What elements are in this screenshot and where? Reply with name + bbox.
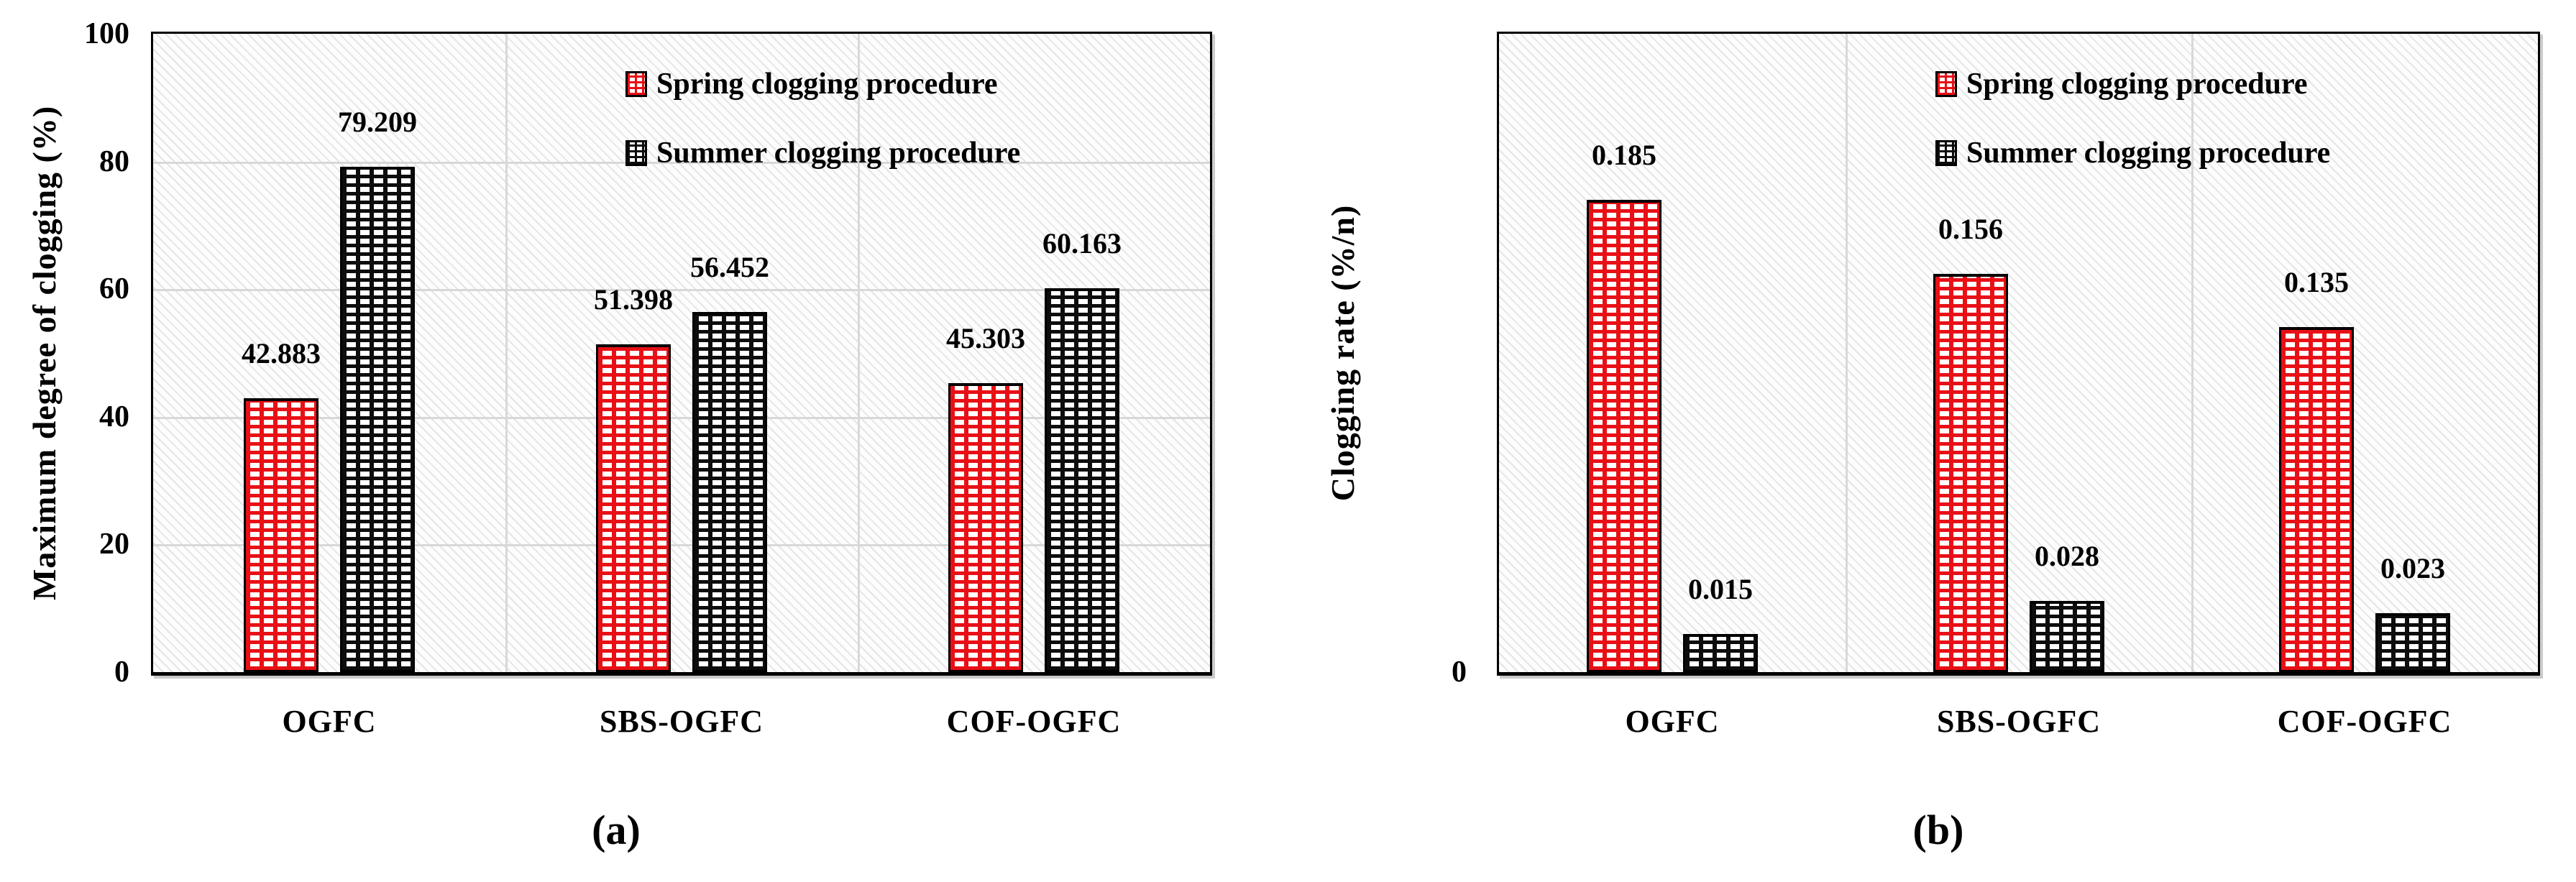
y-axis-title-b: Clogging rate (%/n) <box>1324 204 1361 502</box>
x-category-label: SBS-OGFC <box>599 704 764 739</box>
value-label-b-spring-COF-OGFC: 0.135 <box>2284 266 2349 298</box>
value-label-a-spring-SBS-OGFC: 51.398 <box>594 283 673 316</box>
y-tick-label: 100 <box>84 17 129 50</box>
x-category-label: OGFC <box>1625 704 1720 739</box>
value-label-b-summer-COF-OGFC: 0.023 <box>2380 552 2445 584</box>
value-label-a-spring-OGFC: 42.883 <box>242 337 321 369</box>
legend-item-spring-b: Spring clogging procedure <box>1935 67 2308 101</box>
value-label-b-summer-OGFC: 0.015 <box>1688 573 1753 605</box>
legend-swatch-summer <box>625 140 647 166</box>
value-label-b-summer-SBS-OGFC: 0.028 <box>2035 540 2099 572</box>
caption-a: (a) <box>592 807 641 853</box>
gridline-horizontal <box>153 162 1210 164</box>
bar-b-spring-OGFC <box>1587 200 1661 672</box>
x-category-label: OGFC <box>282 704 377 739</box>
y-tick-label: 40 <box>99 400 129 433</box>
gridline-vertical <box>2191 34 2194 672</box>
legend-swatch-spring <box>1935 71 1957 97</box>
legend-item-summer-b: Summer clogging procedure <box>1935 136 2330 170</box>
value-label-b-spring-OGFC: 0.185 <box>1592 139 1656 171</box>
caption-b: (b) <box>1912 807 1964 853</box>
legend-swatch-spring <box>625 71 647 97</box>
gridline-vertical <box>505 34 508 672</box>
bar-a-summer-SBS-OGFC <box>692 312 767 672</box>
bar-a-spring-SBS-OGFC <box>596 344 671 672</box>
bar-b-summer-COF-OGFC <box>2375 613 2450 672</box>
x-category-label: COF-OGFC <box>946 704 1122 739</box>
bar-a-spring-OGFC <box>244 398 318 672</box>
gridline-vertical <box>1846 34 1848 672</box>
legend-item-summer-a: Summer clogging procedure <box>625 136 1020 170</box>
gridline-vertical <box>858 34 860 672</box>
legend-label-spring: Spring clogging procedure <box>656 68 998 101</box>
gridline-horizontal <box>153 417 1210 419</box>
value-label-a-summer-OGFC: 79.209 <box>338 106 417 138</box>
value-label-b-spring-SBS-OGFC: 0.156 <box>1938 213 2003 245</box>
legend-label-spring: Spring clogging procedure <box>1966 68 2308 101</box>
plot-area-a <box>151 32 1212 676</box>
gridline-horizontal <box>153 289 1210 291</box>
bar-b-spring-SBS-OGFC <box>1933 274 2008 672</box>
bar-b-summer-OGFC <box>1683 634 1758 672</box>
y-tick-label: 0 <box>114 656 129 689</box>
legend-label-summer: Summer clogging procedure <box>656 137 1021 170</box>
value-label-a-summer-SBS-OGFC: 56.452 <box>690 251 769 283</box>
y-tick-label: 80 <box>99 145 129 178</box>
legend-label-summer: Summer clogging procedure <box>1966 137 2331 170</box>
bar-b-spring-COF-OGFC <box>2279 327 2354 672</box>
bar-b-summer-SBS-OGFC <box>2030 601 2104 672</box>
bar-a-summer-COF-OGFC <box>1045 288 1119 672</box>
y-tick-label: 0 <box>1452 656 1467 689</box>
value-label-a-spring-COF-OGFC: 45.303 <box>946 322 1025 354</box>
y-tick-label: 20 <box>99 528 129 561</box>
x-category-label: COF-OGFC <box>2277 704 2452 739</box>
y-tick-label: 60 <box>99 272 129 306</box>
gridline-horizontal <box>153 544 1210 546</box>
bar-a-spring-COF-OGFC <box>948 383 1023 672</box>
bar-a-summer-OGFC <box>340 167 415 672</box>
legend-item-spring-a: Spring clogging procedure <box>625 67 998 101</box>
plot-area-b <box>1497 32 2540 676</box>
value-label-a-summer-COF-OGFC: 60.163 <box>1042 227 1122 259</box>
legend-swatch-summer <box>1935 140 1957 166</box>
x-category-label: SBS-OGFC <box>1936 704 2101 739</box>
